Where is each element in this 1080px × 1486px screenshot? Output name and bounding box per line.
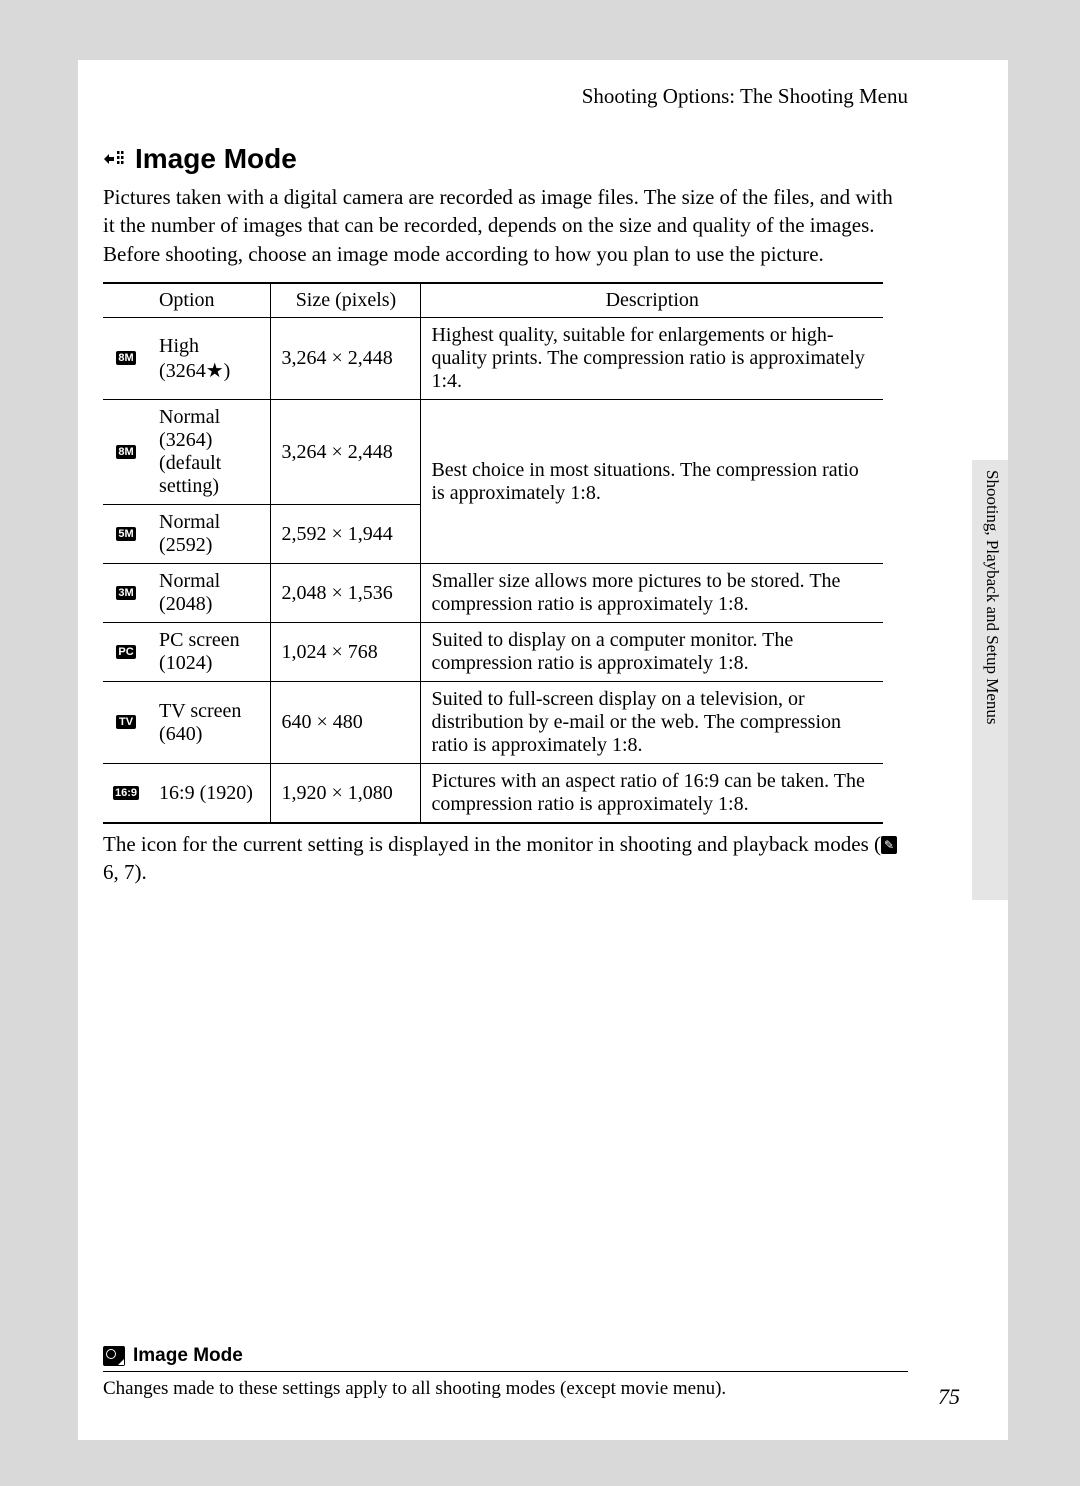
option-cell: High (3264★) [149,318,271,400]
table-header-row: Option Size (pixels) Description [103,283,883,318]
image-mode-table: Option Size (pixels) Description 8M High… [103,282,883,824]
footnote-text: The icon for the current setting is disp… [103,830,968,887]
col-header-desc: Description [421,283,883,318]
desc-cell: Suited to display on a computer monitor.… [421,623,883,682]
note-body: Changes made to these settings apply to … [103,1378,908,1400]
option-cell: TV screen (640) [149,682,271,764]
size-cell: 2,592 × 1,944 [271,505,421,564]
option-cell: PC screen (1024) [149,623,271,682]
section-header: Shooting Options: The Shooting Menu [103,84,908,109]
note-box: Image Mode Changes made to these setting… [103,1345,908,1400]
desc-cell: Highest quality, suitable for enlargemen… [421,318,883,400]
table-row: TV TV screen (640) 640 × 480 Suited to f… [103,682,883,764]
mode-badge: 16:9 [113,786,139,800]
desc-cell: Pictures with an aspect ratio of 16:9 ca… [421,764,883,824]
mode-badge: 3M [116,586,136,600]
side-section-label: Shooting, Playback and Setup Menus [982,470,1002,725]
size-cell: 1,920 × 1,080 [271,764,421,824]
desc-cell: Best choice in most situations. The comp… [421,400,883,564]
desc-cell: Smaller size allows more pictures to be … [421,564,883,623]
table-row: 8M High (3264★) 3,264 × 2,448 Highest qu… [103,318,883,400]
table-row: 3M Normal (2048) 2,048 × 1,536 Smaller s… [103,564,883,623]
intro-paragraph: Pictures taken with a digital camera are… [103,183,968,268]
desc-cell: Suited to full-screen display on a telev… [421,682,883,764]
option-cell: Normal (2592) [149,505,271,564]
size-cell: 3,264 × 2,448 [271,400,421,505]
page-ref-icon: ✎ [881,836,897,854]
page-number: 75 [938,1384,960,1410]
mode-badge: PC [116,645,136,659]
size-cell: 2,048 × 1,536 [271,564,421,623]
mode-badge: 5M [116,527,136,541]
page-title-row: Image Mode [103,143,968,175]
table-row: 8M Normal (3264) (default setting) 3,264… [103,400,883,505]
table-row: 16:9 16:9 (1920) 1,920 × 1,080 Pictures … [103,764,883,824]
note-title: Image Mode [133,1345,243,1367]
size-cell: 3,264 × 2,448 [271,318,421,400]
mode-badge: TV [116,715,136,729]
table-row: PC PC screen (1024) 1,024 × 768 Suited t… [103,623,883,682]
image-mode-icon [103,148,127,170]
note-icon [103,1346,125,1366]
option-cell: Normal (3264) (default setting) [149,400,271,505]
option-cell: 16:9 (1920) [149,764,271,824]
option-cell: Normal (2048) [149,564,271,623]
col-header-option: Option [103,283,271,318]
manual-page: Shooting Options: The Shooting Menu Imag… [78,60,1008,1440]
size-cell: 640 × 480 [271,682,421,764]
mode-badge: 8M [116,445,136,459]
col-header-size: Size (pixels) [271,283,421,318]
size-cell: 1,024 × 768 [271,623,421,682]
mode-badge: 8M [116,351,136,365]
page-title: Image Mode [135,143,297,175]
